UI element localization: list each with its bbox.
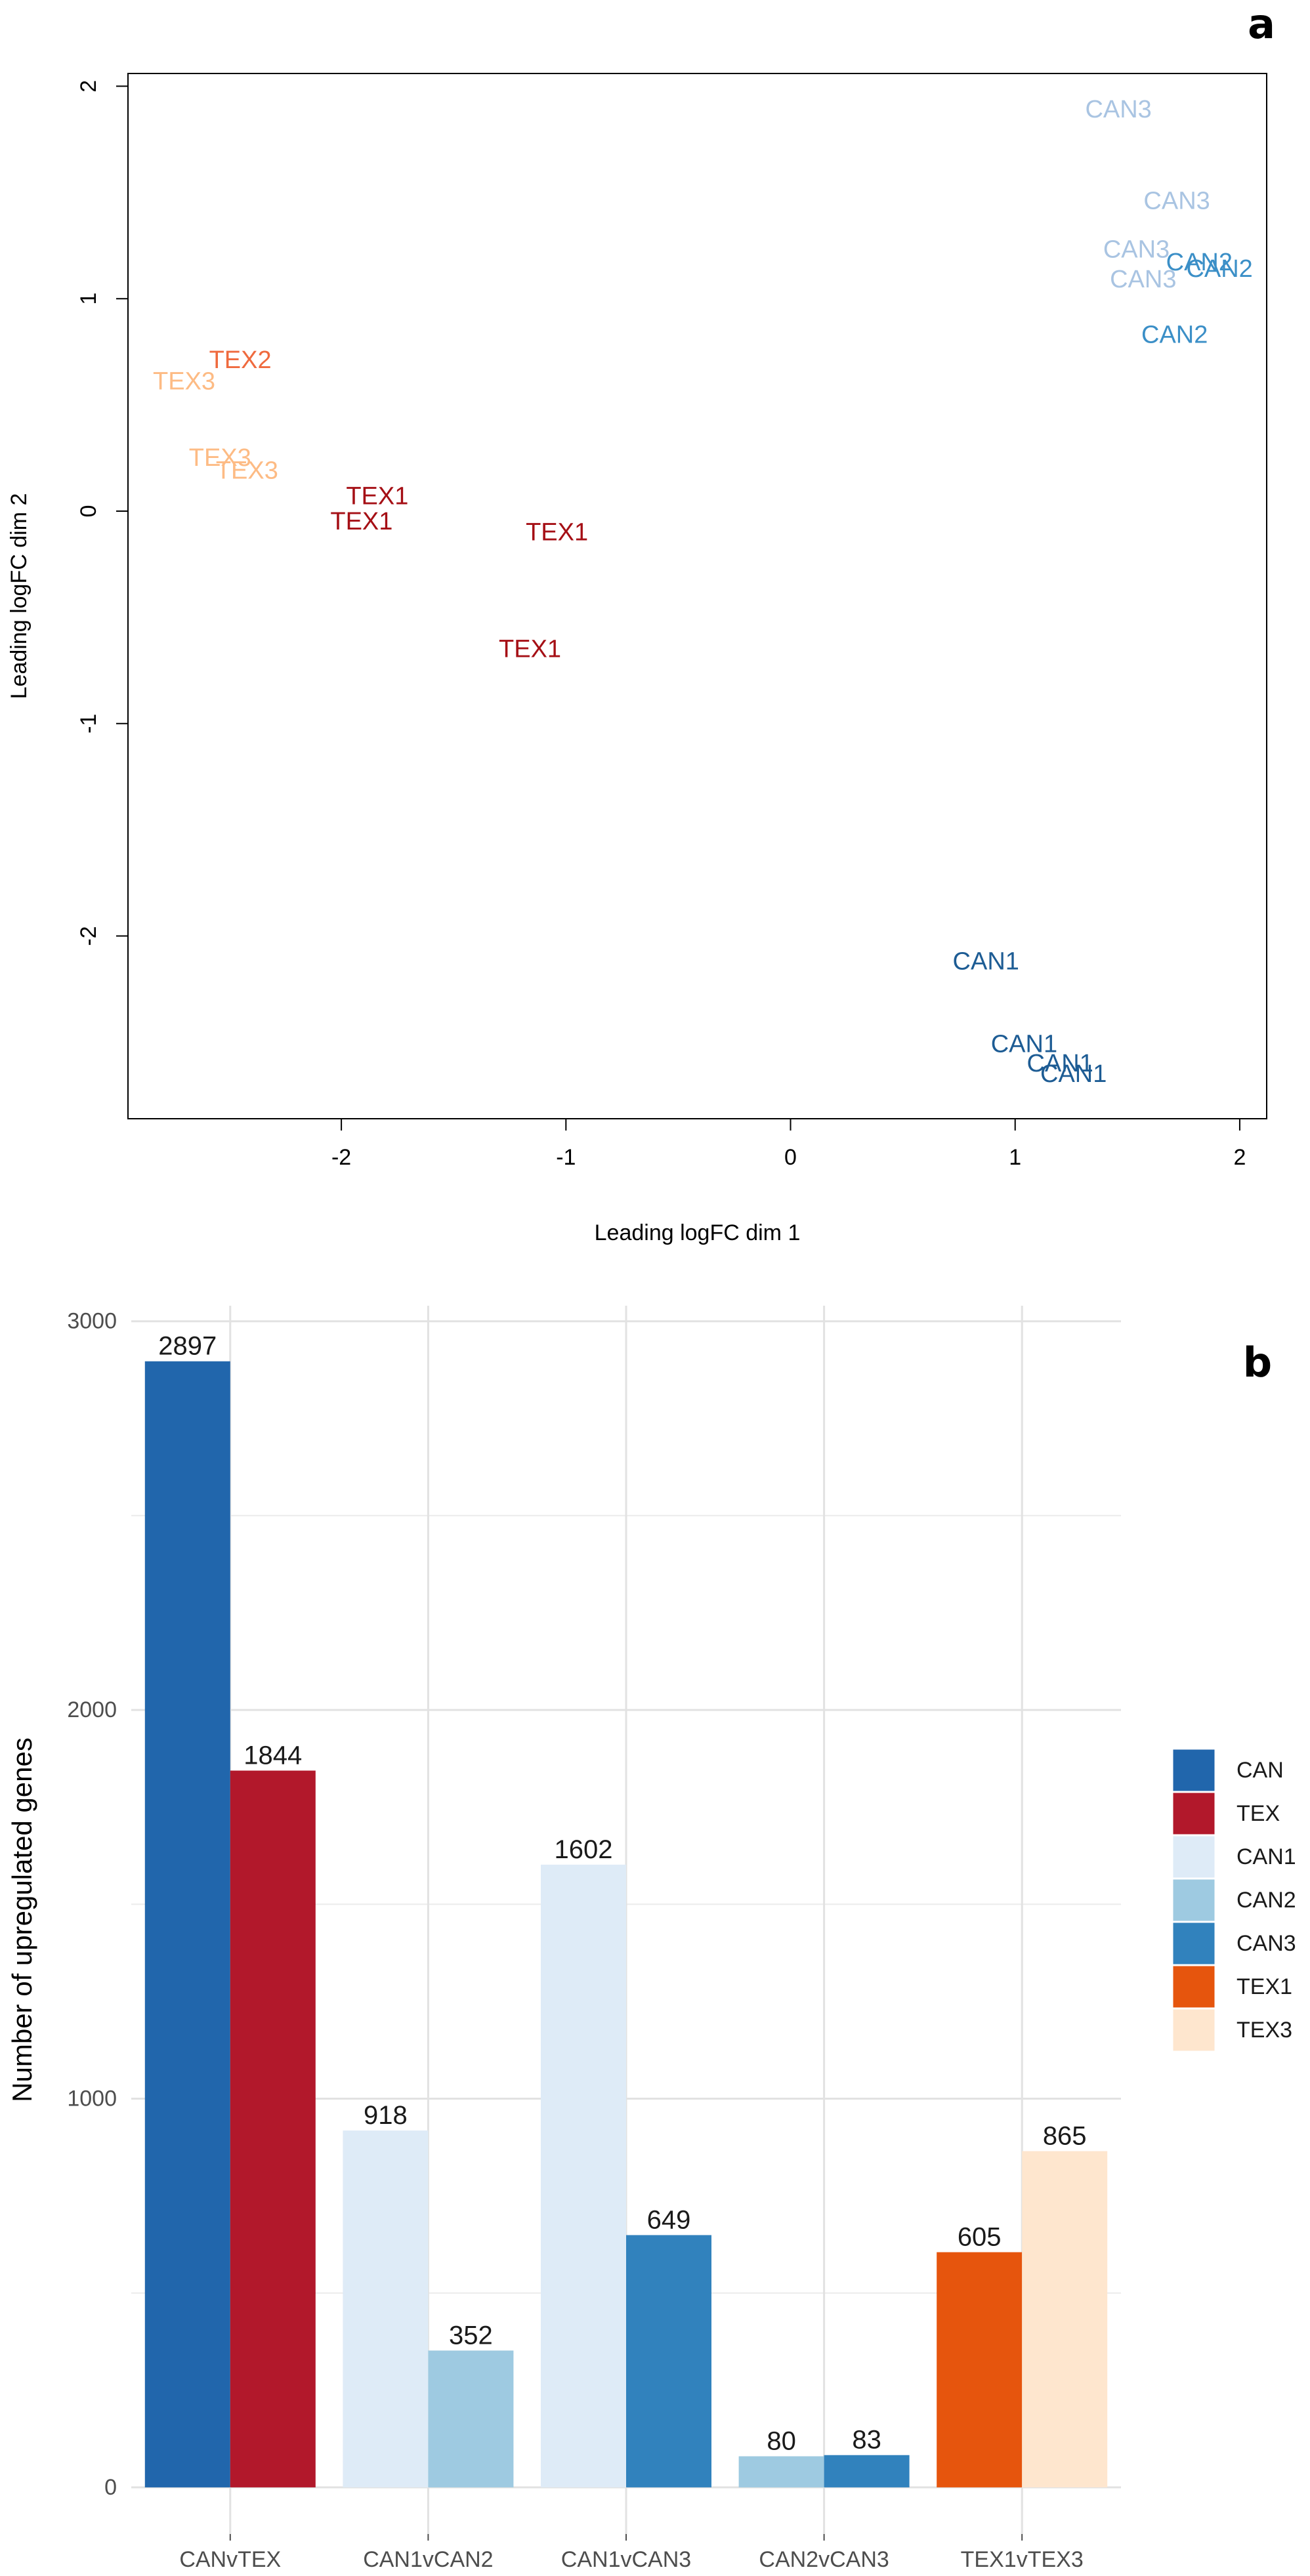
y-tick-label: -1 (76, 714, 101, 734)
bar-value-label: 1602 (555, 1835, 613, 1864)
legend-label: TEX1 (1236, 1974, 1292, 1999)
sample-point-label: CAN1 (991, 1031, 1057, 1058)
legend-label: TEX (1236, 1801, 1280, 1826)
bar-can1 (343, 2130, 429, 2487)
sample-point-label: CAN3 (1110, 266, 1176, 293)
sample-point-label: CAN2 (1141, 321, 1208, 348)
legend-label: TEX3 (1236, 2018, 1292, 2043)
bar-tex (230, 1770, 316, 2487)
sample-point-label: TEX1 (499, 635, 561, 663)
sample-point-label: CAN1 (1026, 1050, 1093, 1077)
sample-point-label: CAN3 (1085, 96, 1151, 123)
sample-point-label: CAN3 (1103, 236, 1170, 264)
y-tick-label: -2 (76, 926, 101, 945)
legend-swatch (1171, 1921, 1217, 1966)
bar-value-label: 2897 (158, 1332, 217, 1361)
bar-can2 (428, 2350, 514, 2487)
x-tick-label: 1 (1009, 1145, 1021, 1170)
bar-value-label: 1844 (243, 1741, 302, 1770)
legend-swatch (1171, 1834, 1217, 1880)
y-tick-label: 2000 (67, 1697, 117, 1722)
y-tick-label: 1 (76, 293, 101, 305)
legend-label: CAN2 (1236, 1888, 1296, 1913)
sample-point-label: TEX2 (209, 346, 272, 374)
category-label: CAN1vCAN2 (363, 2547, 493, 2572)
y-tick-label: 1000 (67, 2087, 117, 2111)
legend-label: CAN1 (1236, 1844, 1296, 1869)
sample-point-label: CAN1 (953, 947, 1019, 975)
legend-swatch (1171, 1747, 1217, 1793)
bar-value-label: 918 (364, 2101, 408, 2130)
sample-point-label: TEX3 (153, 367, 215, 395)
panel-label-a: a (1248, 0, 1275, 48)
sample-point-label: CAN2 (1166, 249, 1233, 276)
bar-value-label: 80 (767, 2427, 796, 2456)
x-axis-label: Leading logFC dim 1 (595, 1220, 801, 1245)
mds-plot-panel: -2 -1 0 1 2 -2 -1 0 1 2 Leading logFC dim 1 Leading… (7, 0, 1275, 1245)
bar-value-label: 605 (958, 2223, 1002, 2252)
legend-swatch (1171, 1791, 1217, 1837)
sample-point-label: TEX1 (330, 508, 392, 535)
bar-value-label: 865 (1043, 2121, 1087, 2150)
plot-frame (127, 73, 1267, 1119)
bar-tex3 (1022, 2151, 1108, 2487)
legend-label: CAN3 (1236, 1931, 1296, 1956)
sample-point-label: TEX3 (216, 457, 278, 484)
sample-point-label: CAN2 (1186, 255, 1252, 283)
y-tick-label: 0 (76, 505, 101, 518)
legend-swatch (1171, 2007, 1217, 2053)
bar-tex1 (937, 2252, 1023, 2487)
bar-value-label: 83 (852, 2426, 881, 2455)
category-label: CANvTEX (179, 2547, 281, 2572)
legend-swatch (1171, 1964, 1217, 2010)
y-tick-label: 2 (76, 80, 101, 93)
x-tick-label: -1 (556, 1145, 576, 1170)
sample-point-label: CAN3 (1143, 187, 1210, 215)
bar-value-label: 352 (449, 2321, 493, 2350)
x-tick-label: 2 (1233, 1145, 1246, 1170)
sample-point-label: TEX3 (189, 444, 251, 472)
category-label: TEX1vTEX3 (961, 2547, 1084, 2572)
x-tick-label: 0 (784, 1145, 797, 1170)
panel-label-b: b (1243, 1339, 1272, 1386)
bar-can3 (626, 2235, 711, 2487)
y-tick-label: 3000 (67, 1309, 117, 1334)
bar-can1 (541, 1864, 626, 2487)
category-label: CAN2vCAN3 (759, 2547, 889, 2572)
sample-point-label: TEX1 (526, 518, 588, 546)
sample-point-label: TEX1 (346, 482, 408, 510)
upregulated-genes-bar-panel: 2897 1844 918 352 1602 649 80 83 605 865 0 1000 2000… (7, 1306, 1296, 2572)
bar-can2 (738, 2456, 824, 2487)
legend-label: CAN (1236, 1758, 1284, 1783)
x-tick-label: -2 (331, 1145, 351, 1170)
legend-swatch (1171, 1877, 1217, 1923)
sample-point-label: CAN1 (1040, 1060, 1107, 1088)
bar-can3 (824, 2455, 910, 2487)
y-axis-label: Leading logFC dim 2 (7, 493, 32, 699)
category-label: CAN1vCAN3 (561, 2547, 691, 2572)
bar-can (144, 1361, 230, 2487)
legend: CAN TEX CAN1 CAN2 CAN3 TEX1 TEX3 (1171, 1747, 1296, 2053)
y-tick-label: 0 (104, 2475, 117, 2500)
bar-value-label: 649 (647, 2205, 691, 2234)
y-axis-label: Number of upregulated genes (7, 1737, 37, 2102)
